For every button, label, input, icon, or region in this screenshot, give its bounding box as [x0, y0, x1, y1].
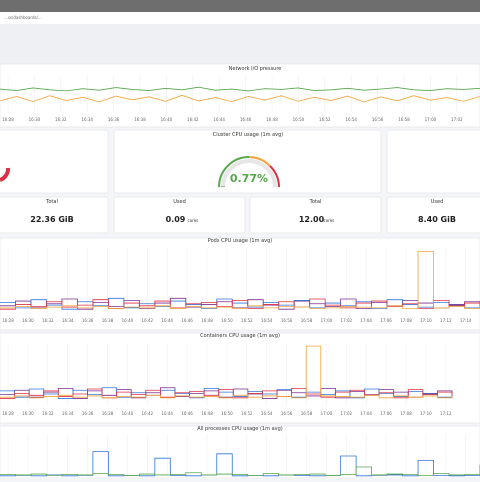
- time-tick-label: 16:40: [122, 318, 134, 323]
- time-tick-label: 16:46: [181, 411, 193, 416]
- time-tick-label: 16:44: [213, 117, 225, 122]
- time-tick-label: 17:08: [400, 411, 412, 416]
- time-tick-label: 16:52: [319, 117, 331, 122]
- panel: [0, 130, 108, 193]
- stat-value: 22.36 GiB: [30, 215, 74, 224]
- time-tick-label: 17:00: [321, 411, 333, 416]
- time-tick-label: 16:48: [201, 411, 213, 416]
- time-tick-label: 17:06: [380, 318, 392, 323]
- time-tick-label: 16:34: [62, 318, 74, 323]
- stat-label: Used: [431, 199, 444, 205]
- panel-title: All processes CPU usage (1m avg): [197, 426, 282, 432]
- gauge-value: 0.77%: [230, 172, 268, 185]
- time-tick-label: 16:56: [372, 117, 384, 122]
- stat-label: Total: [309, 199, 322, 205]
- time-tick-label: 16:50: [293, 117, 305, 122]
- time-tick-label: 16:28: [2, 117, 14, 122]
- time-tick-label: 16:36: [82, 318, 94, 323]
- time-tick-label: 16:34: [81, 117, 93, 122]
- time-tick-label: 16:52: [241, 411, 253, 416]
- panel-title: Network I/O pressure: [229, 66, 282, 72]
- time-tick-label: 17:06: [380, 411, 392, 416]
- time-tick-label: 16:56: [281, 318, 293, 323]
- stat-label: Total: [45, 199, 58, 205]
- time-tick-label: 16:36: [82, 411, 94, 416]
- time-tick-label: 16:54: [345, 117, 357, 122]
- panel: [387, 130, 480, 193]
- time-tick-label: 16:48: [266, 117, 278, 122]
- time-tick-label: 16:28: [2, 411, 14, 416]
- time-tick-label: 16:40: [161, 117, 173, 122]
- stat-unit: cores: [324, 218, 335, 223]
- time-tick-label: 16:58: [301, 318, 313, 323]
- time-tick-label: 17:04: [360, 411, 372, 416]
- time-tick-label: 16:32: [42, 318, 54, 323]
- browser-frame: [0, 0, 480, 12]
- time-tick-label: 16:30: [22, 318, 34, 323]
- time-tick-label: 16:46: [240, 117, 252, 122]
- time-tick-label: 16:42: [187, 117, 199, 122]
- time-tick-label: 16:44: [161, 411, 173, 416]
- time-tick-label: 16:44: [161, 318, 173, 323]
- time-tick-label: 16:54: [261, 411, 273, 416]
- time-tick-label: 16:54: [261, 318, 273, 323]
- time-tick-label: 17:02: [341, 411, 353, 416]
- panel: [0, 426, 480, 478]
- time-tick-label: 16:42: [142, 318, 154, 323]
- time-tick-label: 16:30: [22, 411, 34, 416]
- time-tick-label: 16:42: [142, 411, 154, 416]
- time-tick-label: 17:14: [460, 318, 472, 323]
- time-tick-label: 16:36: [108, 117, 120, 122]
- time-tick-label: 17:04: [360, 318, 372, 323]
- time-tick-label: 17:00: [425, 117, 437, 122]
- time-tick-label: 16:28: [2, 318, 14, 323]
- time-tick-label: 17:00: [321, 318, 333, 323]
- stat-value: 12.00: [299, 215, 325, 224]
- time-tick-label: 16:58: [301, 411, 313, 416]
- stat-value: 0.09: [166, 215, 186, 224]
- time-tick-label: 16:32: [42, 411, 54, 416]
- stat-unit: cores: [188, 218, 199, 223]
- time-tick-label: 17:12: [440, 411, 452, 416]
- time-tick-label: 16:58: [398, 117, 410, 122]
- time-tick-label: 16:48: [201, 318, 213, 323]
- time-tick-label: 16:34: [62, 411, 74, 416]
- time-tick-label: 16:32: [55, 117, 67, 122]
- url: ...ss/dashboards/...: [4, 15, 42, 20]
- time-tick-label: 16:46: [181, 318, 193, 323]
- time-tick-label: 16:38: [102, 318, 114, 323]
- panel: [0, 238, 480, 330]
- time-tick-label: 17:10: [420, 411, 432, 416]
- time-tick-label: 17:08: [400, 318, 412, 323]
- address-bar[interactable]: [0, 12, 480, 24]
- time-tick-label: 17:10: [420, 318, 432, 323]
- time-tick-label: 17:02: [341, 318, 353, 323]
- time-tick-label: 16:30: [29, 117, 41, 122]
- time-tick-label: 16:50: [221, 411, 233, 416]
- panel: [0, 333, 480, 423]
- panel-title: Containers CPU usage (1m avg): [200, 333, 280, 339]
- panel-title: Cluster CPU usage (1m avg): [213, 132, 284, 138]
- time-tick-label: 16:38: [102, 411, 114, 416]
- time-tick-label: 16:50: [221, 318, 233, 323]
- toolbar-area: [0, 24, 480, 64]
- stat-value: 8.40 GiB: [418, 215, 456, 224]
- time-tick-label: 17:12: [440, 318, 452, 323]
- stat-label: Used: [173, 199, 186, 205]
- time-tick-label: 16:56: [281, 411, 293, 416]
- panel-title: Pods CPU usage (1m avg): [208, 238, 272, 244]
- time-tick-label: 16:38: [134, 117, 146, 122]
- time-tick-label: 16:52: [241, 318, 253, 323]
- time-tick-label: 17:02: [451, 117, 463, 122]
- time-tick-label: 16:40: [122, 411, 134, 416]
